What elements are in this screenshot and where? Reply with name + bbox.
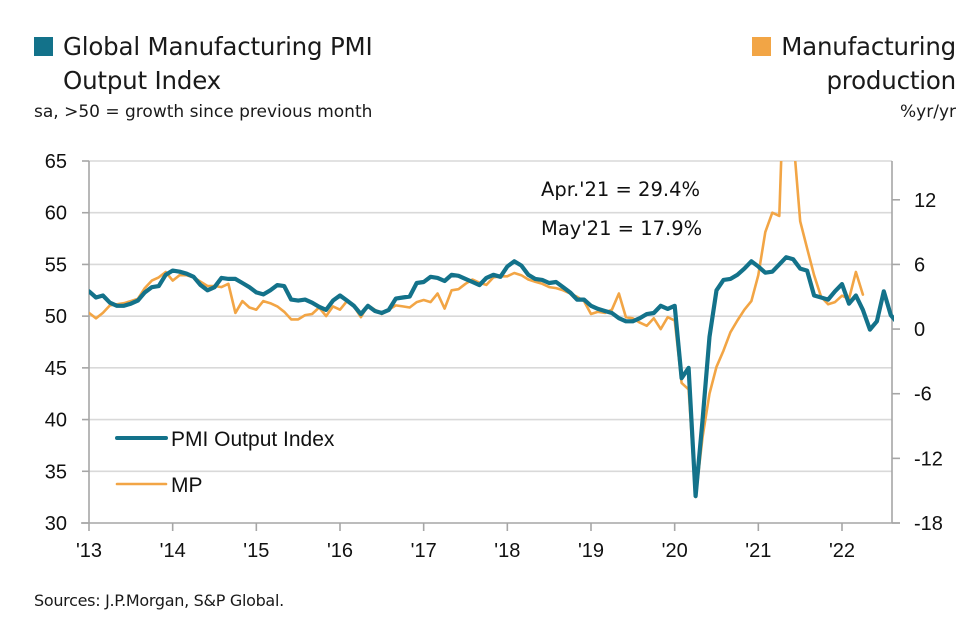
x-axis-tick-label: '19 bbox=[578, 540, 604, 562]
x-axis-tick-label: '15 bbox=[243, 540, 269, 562]
left-axis-tick-label: 35 bbox=[45, 461, 67, 483]
right-title-line-2: production bbox=[826, 66, 956, 95]
right-axis-tick-label: 12 bbox=[914, 190, 936, 212]
mp-swatch-icon bbox=[752, 37, 772, 56]
left-title-line-1: Global Manufacturing PMI bbox=[34, 30, 373, 64]
source-note: Sources: J.P.Morgan, S&P Global. bbox=[34, 591, 284, 610]
right-axis-subtitle: %yr/yr bbox=[900, 102, 956, 122]
x-axis-tick-label: '16 bbox=[327, 540, 353, 562]
left-title-line-2: Output Index bbox=[63, 66, 221, 95]
x-axis-tick-label: '14 bbox=[160, 540, 186, 562]
left-axis-subtitle: sa, >50 = growth since previous month bbox=[34, 102, 373, 122]
x-axis-tick-label: '20 bbox=[662, 540, 688, 562]
axes: 30 35 40 45 50 55 60 65 -18 -12 -6 0 6 12 '13 '14 '15 '16… bbox=[45, 151, 943, 562]
pmi-output-index-line bbox=[89, 255, 894, 499]
right-axis-tick-label: 0 bbox=[914, 319, 925, 341]
right-axis-tick-label: -12 bbox=[914, 448, 943, 470]
x-axis-tick-label: '13 bbox=[76, 540, 102, 562]
series-lines bbox=[89, 161, 894, 499]
right-axis-tick-label: -18 bbox=[914, 513, 943, 535]
x-axis-tick-label: '22 bbox=[829, 540, 855, 562]
right-title-text-1: Manufacturing bbox=[781, 32, 956, 61]
left-axis-tick-label: 45 bbox=[45, 358, 67, 380]
x-axis-tick-label: '17 bbox=[411, 540, 437, 562]
left-axis-tick-label: 50 bbox=[45, 306, 67, 328]
right-axis-tick-label: 6 bbox=[914, 254, 925, 276]
annotations: Apr.'21 = 29.4% May'21 = 17.9% bbox=[541, 178, 702, 240]
annotation-text: May'21 = 17.9% bbox=[541, 217, 702, 240]
left-axis-tick-label: 30 bbox=[45, 513, 67, 535]
left-axis-tick-label: 60 bbox=[45, 203, 67, 225]
right-title-line-1: Manufacturing bbox=[752, 30, 956, 64]
pmi-swatch-icon bbox=[34, 37, 53, 56]
left-title-text-1: Global Manufacturing PMI bbox=[63, 32, 373, 61]
mp-line bbox=[89, 161, 865, 499]
gridlines bbox=[89, 160, 892, 473]
annotation-text: Apr.'21 = 29.4% bbox=[541, 178, 700, 201]
left-axis-tick-label: 40 bbox=[45, 410, 67, 432]
left-axis-tick-label: 55 bbox=[45, 254, 67, 276]
left-axis-tick-label: 65 bbox=[45, 151, 67, 173]
legend-label-mp: MP bbox=[171, 474, 203, 497]
x-axis-tick-label: '21 bbox=[745, 540, 771, 562]
legend-label-pmi: PMI Output Index bbox=[171, 428, 335, 451]
legend: PMI Output Index MP bbox=[115, 428, 335, 497]
right-axis-title: Manufacturing production %yr/yr bbox=[752, 30, 956, 122]
right-axis-tick-label: -6 bbox=[914, 384, 932, 406]
left-axis-title: Global Manufacturing PMI Output Index sa… bbox=[34, 30, 373, 122]
x-axis-tick-label: '18 bbox=[494, 540, 520, 562]
